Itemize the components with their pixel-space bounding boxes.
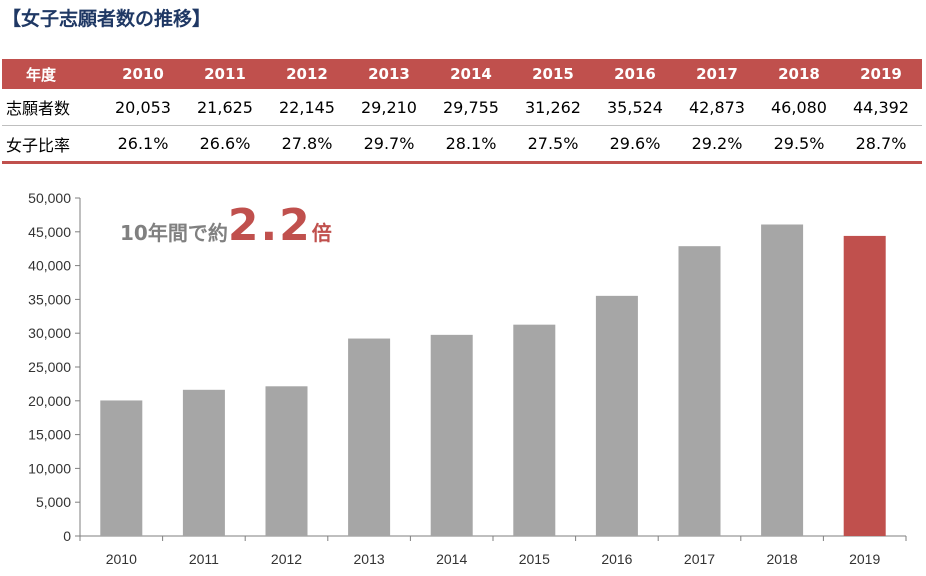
- table-cell: 29.2%: [691, 134, 743, 153]
- year-header: 2018: [778, 65, 820, 83]
- x-tick-label: 2016: [601, 551, 632, 567]
- x-tick-label: 2012: [271, 551, 302, 567]
- y-tick-label: 35,000: [28, 291, 71, 307]
- annotation-value: 2.2: [227, 200, 312, 251]
- year-header: 2017: [696, 65, 738, 83]
- x-tick-label: 2011: [189, 551, 219, 567]
- row-label: 志願者数: [6, 99, 71, 118]
- table-cell: 28.1%: [445, 134, 497, 153]
- y-tick-label: 25,000: [28, 359, 71, 375]
- y-tick-label: 5,000: [36, 494, 71, 510]
- bar-2019: [843, 235, 886, 536]
- x-tick-label: 2013: [354, 551, 385, 567]
- table-header-row: 年度 2010 2011 2012 2013 2014 2015 2016 20…: [2, 59, 922, 89]
- y-tick-label: 40,000: [28, 258, 71, 274]
- x-tick-label: 2019: [849, 551, 880, 567]
- table-cell: 28.7%: [855, 134, 907, 153]
- data-table: 年度 2010 2011 2012 2013 2014 2015 2016 20…: [2, 59, 922, 164]
- table-cell: 29,210: [361, 97, 417, 117]
- table-cell: 35,524: [607, 97, 663, 117]
- y-tick-label: 30,000: [28, 325, 71, 341]
- table-cell: 26.1%: [117, 134, 169, 153]
- table-cell: 29.6%: [609, 134, 661, 153]
- bar-2014: [430, 334, 473, 536]
- y-tick-label: 10,000: [28, 460, 71, 476]
- x-tick-label: 2010: [106, 551, 137, 567]
- x-tick-label: 2018: [767, 551, 798, 567]
- x-tick-label: 2014: [436, 551, 467, 567]
- table-cell: 20,053: [115, 97, 171, 117]
- table-cell: 29.5%: [773, 134, 825, 153]
- year-header: 2012: [286, 65, 328, 83]
- y-tick-label: 15,000: [28, 427, 71, 443]
- table-cell: 42,873: [689, 97, 745, 117]
- row-label: 女子比率: [6, 135, 71, 155]
- table-cell: 31,262: [525, 97, 581, 117]
- table-cell: 27.8%: [281, 134, 333, 153]
- year-header: 2011: [204, 65, 246, 83]
- page-title: 【女子志願者数の推移】: [2, 8, 212, 30]
- x-tick-label: 2017: [684, 551, 715, 567]
- annotation-prefix: 10年間で約: [120, 221, 228, 245]
- x-tick-label: 2015: [519, 551, 550, 567]
- year-header: 2014: [450, 65, 492, 83]
- y-tick-label: 20,000: [28, 393, 71, 409]
- bar-2011: [182, 389, 225, 536]
- y-tick-label: 45,000: [28, 224, 71, 240]
- table-cell: 44,392: [853, 97, 909, 117]
- bar-2016: [595, 295, 638, 536]
- year-header: 2013: [368, 65, 410, 83]
- year-header: 2010: [122, 65, 164, 83]
- table-cell: 26.6%: [199, 134, 251, 153]
- table-cell: 21,625: [197, 97, 253, 117]
- annotation-suffix: 倍: [311, 221, 332, 245]
- table-cell: 22,145: [279, 97, 335, 117]
- table-cell: 27.5%: [527, 134, 579, 153]
- year-header: 2015: [532, 65, 574, 83]
- bar-2018: [761, 224, 804, 536]
- bar-2012: [265, 386, 308, 536]
- y-tick-label: 0: [63, 528, 71, 544]
- year-header: 2019: [860, 65, 902, 83]
- bar-chart: 0 5,000 10,000 15,000 20,000 25,000 30,000 35,0…: [28, 190, 907, 567]
- table-cell: 29,755: [443, 97, 499, 117]
- table-row-applicants: 志願者数 20,053 21,625 22,145 29,210 29,755 …: [2, 89, 922, 126]
- year-header: 2016: [614, 65, 656, 83]
- bar-2010: [100, 400, 143, 536]
- table-cell: 46,080: [771, 97, 827, 117]
- growth-annotation: 10年間で約2.2倍: [120, 204, 332, 248]
- table-row-female-ratio: 女子比率 26.1% 26.6% 27.8% 29.7% 28.1% 27.5%…: [2, 126, 922, 164]
- header-label: 年度: [26, 65, 57, 84]
- bar-2015: [513, 324, 556, 536]
- y-tick-label: 50,000: [28, 190, 71, 206]
- table-cell: 29.7%: [363, 134, 415, 153]
- bar-2017: [678, 246, 721, 536]
- bar-2013: [348, 338, 391, 536]
